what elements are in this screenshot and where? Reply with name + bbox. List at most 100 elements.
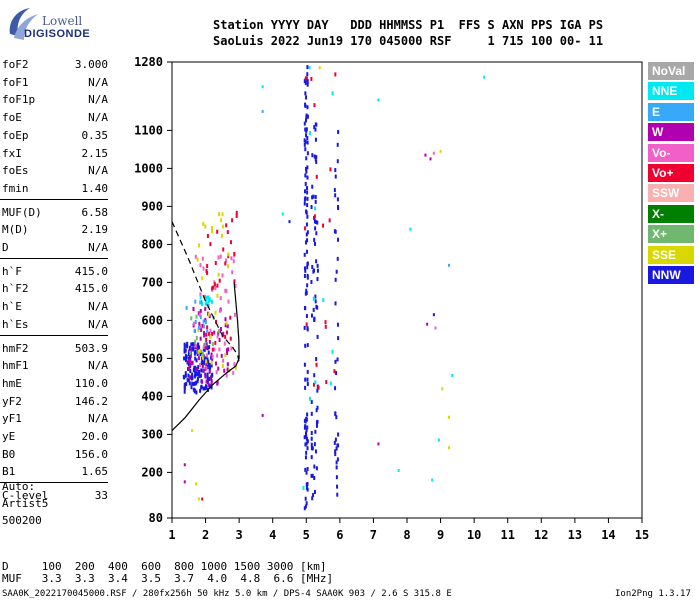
echo-point [313, 373, 316, 378]
chart-axes: 1 2 3 4 5 6 7 8 9 10 11 12 13 14 158020030040050060070… [134, 55, 649, 542]
echo-point [218, 212, 221, 217]
x-tick-label: 3 [236, 528, 243, 542]
echo-point [316, 276, 319, 281]
echo-point [304, 268, 307, 273]
echo-point [225, 258, 228, 263]
echo-point [447, 446, 450, 450]
y-tick-label: 800 [141, 237, 163, 251]
echo-point [194, 254, 197, 259]
echo-point [205, 359, 208, 364]
echo-point [311, 264, 314, 269]
echo-point [216, 293, 219, 298]
echo-point [306, 273, 309, 278]
echo-point [196, 344, 199, 349]
echo-point [305, 416, 308, 421]
echo-point [204, 224, 207, 229]
echo-point [189, 375, 192, 380]
echo-point [303, 362, 306, 367]
echo-point [441, 387, 444, 391]
echo-point [224, 334, 227, 339]
echo-point [206, 233, 209, 238]
echo-point [218, 337, 221, 342]
echo-point [315, 259, 318, 264]
echo-point [232, 259, 235, 264]
param-row: foF2 3.000 [0, 58, 108, 72]
echo-point [192, 347, 195, 352]
echo-point [314, 199, 317, 204]
echo-point [336, 443, 339, 448]
echo-point [306, 136, 309, 141]
echo-point [224, 317, 227, 322]
echo-point [221, 212, 224, 217]
echo-point [313, 154, 316, 159]
echo-point [304, 127, 307, 132]
y-tick-label: 80 [149, 511, 163, 525]
echo-point [223, 368, 226, 373]
echo-point [207, 350, 210, 355]
echo-point [312, 269, 315, 274]
echo-point [196, 257, 199, 262]
echo-point [187, 367, 190, 372]
param-name: h`F2 [2, 282, 29, 296]
param-separator [0, 334, 108, 336]
echo-point [335, 269, 338, 274]
echo-point [211, 354, 214, 359]
echo-point [183, 382, 186, 387]
echo-point [304, 455, 307, 460]
echo-point [209, 242, 212, 247]
echo-point [207, 312, 210, 317]
echo-point [334, 72, 337, 77]
echo-point [210, 379, 213, 384]
echo-point [261, 85, 264, 89]
echo-point [305, 441, 308, 446]
echo-point [207, 359, 210, 364]
echo-point [311, 496, 314, 501]
echo-point [191, 381, 194, 386]
echo-point [333, 440, 336, 445]
legend-item: Vo- [648, 143, 694, 162]
echo-point [201, 497, 204, 501]
echo-point [261, 109, 264, 113]
logo-line1: Lowell [42, 14, 83, 28]
echo-point [195, 314, 198, 319]
y-tick-label: 1000 [134, 161, 163, 175]
echo-point [335, 415, 338, 420]
param-row: B0 156.0 [0, 448, 108, 462]
param-row: hmF2 503.9 [0, 342, 108, 356]
echo-point [208, 369, 211, 374]
echo-point [198, 243, 201, 248]
echo-point [328, 218, 331, 223]
echo-point [306, 412, 309, 417]
echo-point [209, 328, 212, 333]
echo-point [310, 400, 313, 405]
echo-point [199, 315, 202, 320]
echo-point [224, 261, 227, 266]
echo-point [303, 325, 306, 330]
echo-point [218, 308, 221, 313]
echo-point [302, 485, 305, 490]
echo-point [303, 121, 306, 126]
echo-point [313, 125, 316, 130]
echo-point [211, 332, 214, 337]
echo-point [316, 268, 319, 273]
plot-frame [171, 61, 643, 519]
echo-point [308, 66, 311, 70]
echo-point [184, 353, 187, 358]
echo-point [305, 167, 308, 172]
param-name: yF1 [2, 412, 22, 426]
echo-point [211, 347, 214, 352]
echo-point [188, 345, 191, 350]
echo-point [304, 442, 307, 447]
echo-point [205, 362, 208, 367]
echo-point [337, 432, 340, 437]
header-values: SaoLuis 2022 Jun19 170 045000 RSF 1 715 … [213, 34, 604, 48]
param-name: h`E [2, 300, 22, 314]
auto-label: Auto: [2, 480, 36, 493]
param-name: fxI [2, 146, 22, 160]
echo-point [377, 98, 380, 102]
distance-row: D 100 200 400 600 800 1000 1500 3000 [km… [2, 560, 327, 573]
echo-point [303, 252, 306, 257]
echo-point [221, 233, 224, 238]
echo-point [194, 339, 197, 344]
param-name: foF1p [2, 93, 36, 107]
